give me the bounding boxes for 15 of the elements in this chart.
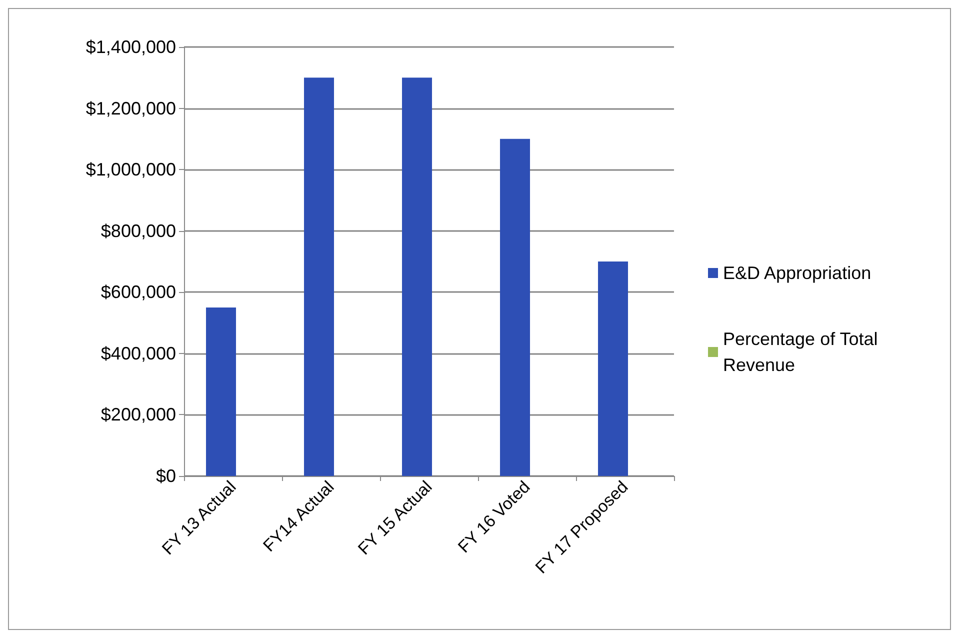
legend-label: E&D Appropriation: [723, 263, 872, 283]
y-tick-label: $0: [156, 466, 176, 486]
y-tick-label: $400,000: [100, 343, 176, 364]
y-tick-label: $1,000,000: [86, 160, 176, 180]
legend-label: Percentage of Total Revenue: [723, 329, 883, 375]
y-tick-label: $1,200,000: [86, 98, 176, 118]
y-tick-label: $600,000: [100, 282, 176, 302]
bar: [500, 138, 530, 476]
bar: [206, 307, 236, 476]
bar: [598, 262, 628, 476]
bar: [402, 78, 432, 476]
y-tick-label: $1,400,000: [86, 37, 176, 57]
bar: [304, 78, 334, 476]
y-tick-label: $200,000: [100, 404, 176, 425]
y-tick-label: $800,000: [100, 220, 176, 241]
